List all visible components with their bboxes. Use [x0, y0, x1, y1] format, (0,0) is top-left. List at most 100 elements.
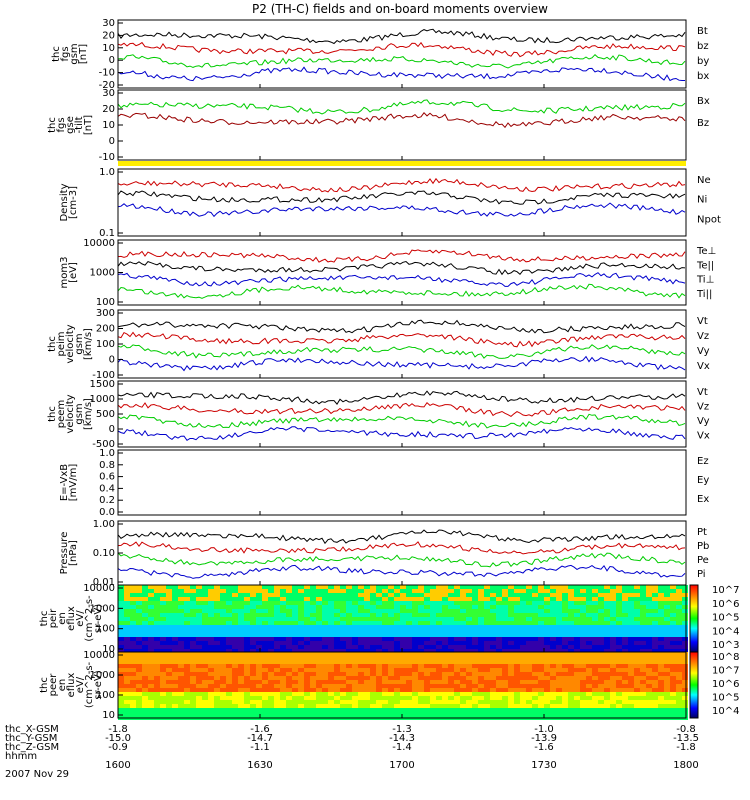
legend-Ey: Ey — [697, 475, 709, 486]
series-line-bx — [117, 66, 685, 82]
y-tick-label: 1000 — [90, 603, 115, 614]
legend-Pb: Pb — [697, 541, 709, 552]
y-tick-label: 0.6 — [99, 472, 115, 483]
x-tick-label: 1700 — [389, 760, 414, 771]
y-axis-label: eflux — [66, 606, 77, 631]
series-line-Vz — [117, 401, 686, 418]
y-axis-label: mom3 — [59, 257, 70, 289]
colorbar-9 — [689, 584, 699, 653]
y-tick-label: 300 — [96, 308, 115, 319]
y-tick-label: 10 — [102, 644, 115, 655]
x-tick-label: 1800 — [673, 760, 698, 771]
y-tick-label: 1.0 — [99, 448, 115, 459]
orbit-value: -15.0 — [105, 733, 131, 744]
panel-3: Ne Ni Npot 1.0 0.1 Density[cm-3] — [59, 167, 721, 239]
orbit-value: -0.9 — [108, 742, 128, 753]
panel-8: Pt Pb Pe Pi 1.00 0.10 0.01 Pressure[nPa] — [59, 519, 709, 588]
series-line-Vy — [117, 344, 686, 359]
y-tick-label: 0.4 — [99, 483, 115, 494]
y-tick-label: 100 — [96, 297, 115, 308]
y-axis-label: Density — [59, 183, 70, 221]
y-axis-label: sr-eV) — [93, 670, 104, 699]
y-tick-label: 10000 — [83, 583, 115, 594]
y-axis-label: thc — [39, 677, 50, 693]
series-line-bz — [117, 41, 686, 58]
orbit-value: -1.4 — [392, 742, 412, 753]
legend-Vy: Vy — [697, 346, 710, 357]
colorbar-label: 10^6 — [712, 599, 739, 610]
y-axis-label: peem — [56, 400, 67, 428]
panel-4: Te⊥ Te|| Ti⊥ Ti|| 10000 1000 100 mom3[eV] — [59, 238, 716, 308]
y-axis-label: [nPa] — [68, 540, 79, 566]
spectrogram-9 — [118, 585, 688, 653]
panel-stack: Btbzbybx3020100-10-20thcfgsgsm[nT]BxBz30… — [39, 18, 739, 721]
series-line-Vx — [117, 426, 686, 441]
y-tick-label: 30 — [102, 18, 115, 29]
y-axis-label: fgs — [56, 117, 67, 132]
y-tick-label: 0.01 — [93, 577, 115, 588]
y-axis-label: fgs — [60, 46, 71, 61]
y-axis-label: [eV] — [68, 262, 79, 283]
orbit-value: -1.1 — [250, 742, 270, 753]
legend-Ti||: Ti|| — [696, 289, 712, 300]
orbit-value: -14.3 — [389, 733, 415, 744]
panel-frame — [117, 19, 687, 89]
y-tick-label: 20 — [102, 104, 115, 115]
colorbar-label: 10^8 — [712, 652, 739, 663]
series-line-Npot — [117, 202, 686, 218]
series-line-Bx — [117, 99, 686, 115]
y-tick-label: 0 — [109, 355, 115, 366]
legend-Vt: Vt — [697, 387, 708, 398]
panel-frame — [117, 309, 687, 379]
y-axis-label: thc — [39, 611, 50, 627]
orbit-value: -13.9 — [531, 733, 557, 744]
legend-by: by — [697, 56, 709, 67]
series-line-Pe — [117, 552, 686, 568]
legend-Vz: Vz — [697, 402, 709, 413]
y-axis-label: [km/s] — [83, 328, 94, 360]
legend-Pe: Pe — [697, 555, 709, 566]
orbit-value: -1.6 — [534, 742, 554, 753]
series-line-Pb — [117, 541, 686, 555]
legend-Te||: Te|| — [696, 260, 714, 271]
orbit-label: thc_Z-GSM — [5, 742, 59, 753]
legend-Vz: Vz — [697, 331, 709, 342]
y-axis-label: (cm^2-s- — [84, 661, 95, 708]
y-axis-label: eV/ — [75, 610, 86, 627]
y-axis-label: gsm — [74, 403, 85, 424]
panel-6: Vt Vz Vy Vx 1500 1000 500 0 -500 thcpeemvelocityg… — [47, 379, 710, 450]
colorbar-label: 10^4 — [712, 706, 739, 717]
legend-Ez: Ez — [697, 456, 709, 467]
orbit-label: thc_Y-GSM — [5, 733, 57, 744]
legend-Ni: Ni — [697, 195, 707, 206]
y-axis-label: eV/ — [75, 676, 86, 693]
legend-Pt: Pt — [697, 527, 707, 538]
y-tick-label: 100 — [96, 339, 115, 350]
orbit-value: -1.6 — [250, 724, 270, 735]
panel-5: Vt Vz Vy Vx 300 200 100 0 -100 thcpeimvelocitygsm… — [47, 308, 710, 381]
y-axis-label: en — [57, 612, 68, 625]
series-line-Pt — [117, 529, 686, 545]
series-line-Vt — [117, 390, 686, 405]
panel-9: 10^7 10^6 10^5 10^4 10^3 10000 1000 100 10 thcpei… — [39, 583, 739, 655]
series-line-Vz — [117, 331, 686, 348]
y-axis-label: -tilt — [74, 116, 85, 133]
series-line-Ti|| — [117, 283, 686, 299]
y-axis-label: (cm^2-s- — [84, 595, 95, 642]
legend-Vx: Vx — [697, 361, 710, 372]
legend-Npot: Npot — [697, 214, 721, 225]
series-line-by — [117, 54, 686, 69]
colorbar-label: 10^3 — [712, 640, 739, 651]
orbit-value: -13.5 — [673, 733, 699, 744]
y-tick-label: -20 — [99, 80, 115, 91]
orbit-value: -1.8 — [108, 724, 128, 735]
y-axis-label: peir — [48, 608, 59, 628]
y-axis-label: gsm — [74, 333, 85, 354]
colorbar-label: 10^6 — [712, 679, 739, 690]
y-tick-label: 20 — [102, 30, 115, 41]
orbit-value: -1.0 — [534, 724, 554, 735]
x-tick-label: 1600 — [105, 760, 130, 771]
y-axis-label: velocity — [65, 324, 76, 363]
